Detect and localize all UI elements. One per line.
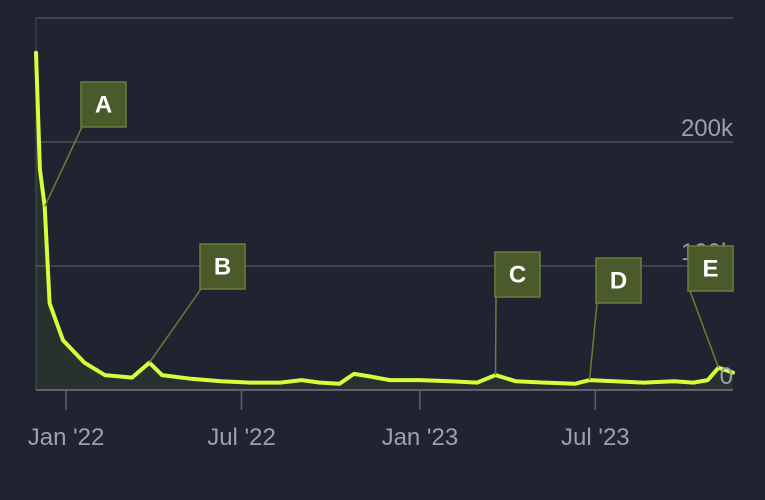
x-tick-label: Jul '23 <box>561 424 630 451</box>
data-point <box>130 376 134 380</box>
data-point <box>514 379 518 383</box>
data-point <box>48 301 52 305</box>
data-point <box>318 381 322 385</box>
grid-lines <box>35 17 733 391</box>
annotations: A B C D E <box>44 81 734 381</box>
data-point <box>82 361 86 365</box>
data-point <box>53 317 57 321</box>
data-point <box>475 381 479 385</box>
data-point <box>38 167 42 171</box>
data-point <box>388 378 392 382</box>
x-axis: Jan '22 Jul '22 Jan '23 Jul '23 <box>28 390 630 451</box>
data-point <box>418 378 422 382</box>
data-point <box>612 379 616 383</box>
data-point <box>672 379 676 383</box>
data-point <box>34 51 38 55</box>
data-point <box>61 338 65 342</box>
data-point <box>691 381 695 385</box>
data-point <box>248 381 252 385</box>
data-point <box>337 382 341 386</box>
annotation-c[interactable]: C <box>494 251 541 376</box>
data-point <box>160 373 164 377</box>
annotation-box[interactable] <box>595 257 642 304</box>
annotation-label: B <box>214 254 231 281</box>
annotation-connector <box>588 302 598 381</box>
area-fill <box>36 52 733 390</box>
series-line <box>34 50 735 386</box>
x-tick-label: Jan '22 <box>28 424 105 451</box>
annotation-e[interactable]: E <box>687 245 734 368</box>
x-tick-label: Jul '22 <box>207 424 276 451</box>
data-point <box>731 371 735 375</box>
annotation-b[interactable]: B <box>148 243 246 364</box>
y-tick-label: 0 <box>720 363 733 390</box>
series-area <box>36 52 733 390</box>
data-point <box>300 378 304 382</box>
annotation-label: A <box>95 92 112 119</box>
annotation-connector <box>148 288 202 364</box>
annotation-label: E <box>702 256 718 283</box>
annotation-connector <box>689 290 720 368</box>
annotation-box[interactable] <box>687 245 734 292</box>
series-line-path <box>34 50 735 386</box>
annotation-label: C <box>509 262 526 289</box>
annotation-d[interactable]: D <box>588 257 642 381</box>
annotation-box[interactable] <box>80 81 127 128</box>
annotation-connector <box>44 126 83 207</box>
data-point <box>367 374 371 378</box>
x-tick-label: Jan '23 <box>382 424 459 451</box>
data-point <box>573 382 577 386</box>
data-point <box>103 373 107 377</box>
data-point <box>219 379 223 383</box>
data-point <box>642 381 646 385</box>
data-point <box>448 379 452 383</box>
data-point <box>278 381 282 385</box>
annotation-box[interactable] <box>199 243 246 290</box>
data-point <box>543 381 547 385</box>
y-tick-label: 200k <box>681 115 734 142</box>
annotation-label: D <box>610 268 627 295</box>
data-point <box>189 377 193 381</box>
annotation-connector <box>494 296 497 376</box>
data-point <box>352 372 356 376</box>
annotation-a[interactable]: A <box>44 81 127 207</box>
data-point <box>706 378 710 382</box>
annotation-box[interactable] <box>494 251 541 298</box>
